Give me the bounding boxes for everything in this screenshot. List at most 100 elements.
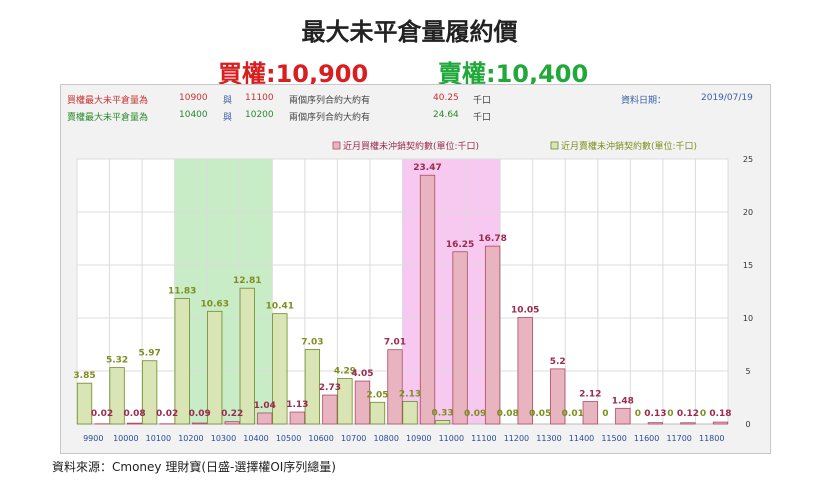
call-label-11600: 0.13 [644, 409, 666, 419]
put-info-strike1: 10400 [179, 110, 208, 120]
put-info-text: 兩個序列合約大約有 [289, 113, 371, 123]
legend-call-label: 近月買權未沖銷契約數(單位:千口) [343, 140, 479, 152]
date-value: 2019/07/19 [701, 93, 753, 103]
legend-put-label: 近月賣權未沖銷契約數(單位:千口) [561, 140, 697, 152]
call-bar-10800 [387, 349, 403, 425]
put-label-10300: 10.63 [200, 299, 228, 309]
call-label-10000: 0.08 [123, 409, 145, 419]
put-label-11100: 0.09 [464, 409, 486, 419]
call-label-9900: 0.02 [91, 409, 113, 419]
x-tick-11800: 11800 [699, 434, 724, 443]
call-bar-10500 [289, 411, 305, 425]
put-bar-10000 [109, 367, 125, 425]
put-label-11600: 0 [635, 409, 641, 419]
put-label-10500: 10.41 [266, 302, 294, 312]
call-bar-10700 [354, 380, 371, 425]
bars [76, 174, 729, 425]
call-label-10200: 0.09 [189, 409, 211, 419]
call-label-11000: 16.25 [446, 240, 474, 250]
call-bar-11500 [615, 407, 631, 425]
call-label-11800: 0.18 [709, 409, 731, 419]
x-tick-labels: 9900 10000 10100 10200 10300 10400 10500 10600 1… [83, 434, 724, 443]
y-tick-10: 10 [743, 314, 753, 323]
call-bar-10000 [126, 422, 143, 425]
y-tick-20: 20 [743, 208, 753, 217]
call-label-10300: 0.22 [221, 409, 243, 419]
call-info-text: 兩個序列合約大約有 [289, 96, 371, 106]
x-tick-10700: 10700 [341, 434, 366, 443]
data-labels: 3.85 0.02 5.32 0.08 5.97 0.02 11.83 0.09 10.63 0.… [73, 163, 731, 419]
put-bar-10700 [337, 378, 353, 425]
y-tick-labels: 0 5 10 15 20 25 [743, 155, 753, 429]
date-label: 資料日期： [621, 96, 667, 106]
put-bar-10900 [402, 401, 418, 425]
put-bar-11000 [434, 420, 451, 425]
put-bar-9900 [76, 382, 93, 425]
put-label-10000: 5.32 [106, 356, 128, 366]
call-info-value: 40.25 [433, 93, 459, 103]
legend-put-swatch [550, 141, 559, 150]
put-max-strike: 賣權:10,400 [438, 60, 589, 88]
y-tick-15: 15 [743, 261, 753, 270]
put-label-10800: 2.05 [366, 390, 388, 400]
put-bar-10400 [239, 287, 255, 425]
x-tick-11000: 11000 [439, 434, 464, 443]
put-bar-10600 [304, 349, 321, 425]
call-label-11300: 5.2 [550, 357, 566, 367]
put-label-11200: 0.08 [497, 409, 519, 419]
put-label-11300: 0.05 [529, 409, 551, 419]
put-label-11700: 0 [667, 409, 673, 419]
call-label-11100: 16.78 [478, 234, 506, 244]
call-label-10700: 4.05 [351, 369, 373, 379]
put-bar-10200 [174, 298, 190, 425]
call-label-11500: 1.48 [612, 396, 634, 406]
put-bar-10300 [207, 310, 223, 425]
call-info-conj: 與 [223, 96, 233, 106]
y-tick-25: 25 [743, 155, 753, 164]
call-bar-11100 [484, 245, 501, 425]
x-tick-10000: 10000 [113, 434, 138, 443]
x-tick-9900: 9900 [83, 434, 103, 443]
x-tick-10200: 10200 [178, 434, 203, 443]
call-max-strike: 買權:10,900 [218, 60, 369, 88]
x-tick-10800: 10800 [373, 434, 398, 443]
x-tick-10500: 10500 [276, 434, 301, 443]
call-bar-10600 [322, 394, 338, 425]
source-note: 資料來源：Cmoney 理財寶(日盛-選擇權OI序列總量) [52, 460, 336, 474]
call-bar-11200 [517, 317, 533, 425]
call-label-10800: 7.01 [384, 338, 406, 348]
y-tick-5: 5 [745, 367, 750, 376]
put-label-11400: 0.01 [562, 409, 584, 419]
x-tick-10600: 10600 [308, 434, 333, 443]
call-bar-11400 [582, 401, 598, 425]
put-info-unit: 千口 [473, 113, 492, 123]
put-bar-10800 [369, 401, 386, 425]
x-tick-11200: 11200 [504, 434, 529, 443]
put-label-10400: 12.81 [233, 276, 261, 286]
put-label-9900: 3.85 [73, 371, 95, 381]
x-tick-11600: 11600 [634, 434, 659, 443]
x-tick-10900: 10900 [406, 434, 431, 443]
x-tick-10400: 10400 [243, 434, 268, 443]
call-bar-10300 [224, 421, 240, 425]
call-info-label: 買權最大未平倉量為 [67, 96, 149, 106]
call-bar-11300 [550, 368, 566, 425]
call-label-10600: 2.73 [319, 383, 341, 393]
x-tick-11300: 11300 [536, 434, 561, 443]
y-tick-0: 0 [745, 420, 750, 429]
x-tick-10100: 10100 [146, 434, 171, 443]
call-info-strike1: 10900 [179, 93, 208, 103]
call-bar-10900 [419, 174, 436, 425]
call-label-11200: 10.05 [511, 305, 539, 315]
put-bar-10100 [141, 360, 158, 425]
put-label-10900: 2.13 [399, 389, 421, 399]
call-bar-11800 [712, 421, 729, 425]
x-tick-11700: 11700 [666, 434, 691, 443]
put-label-11500: 0 [602, 409, 608, 419]
x-tick-11400: 11400 [569, 434, 594, 443]
call-max-zone [402, 159, 501, 424]
put-max-zone [174, 159, 273, 424]
call-bar-10200 [192, 422, 208, 425]
put-info-label: 賣權最大未平倉量為 [67, 113, 149, 123]
